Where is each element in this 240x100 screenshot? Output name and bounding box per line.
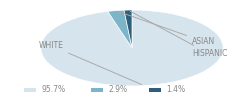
Wedge shape	[41, 10, 223, 86]
Text: 1.4%: 1.4%	[167, 85, 186, 94]
FancyBboxPatch shape	[149, 88, 161, 92]
Text: HISPANIC: HISPANIC	[130, 11, 227, 58]
Wedge shape	[108, 10, 132, 48]
Text: 95.7%: 95.7%	[42, 85, 66, 94]
FancyBboxPatch shape	[24, 88, 36, 92]
Text: WHITE: WHITE	[38, 41, 142, 85]
Wedge shape	[124, 10, 132, 48]
FancyBboxPatch shape	[91, 88, 103, 92]
Text: ASIAN: ASIAN	[118, 12, 215, 46]
Text: 2.9%: 2.9%	[109, 85, 128, 94]
